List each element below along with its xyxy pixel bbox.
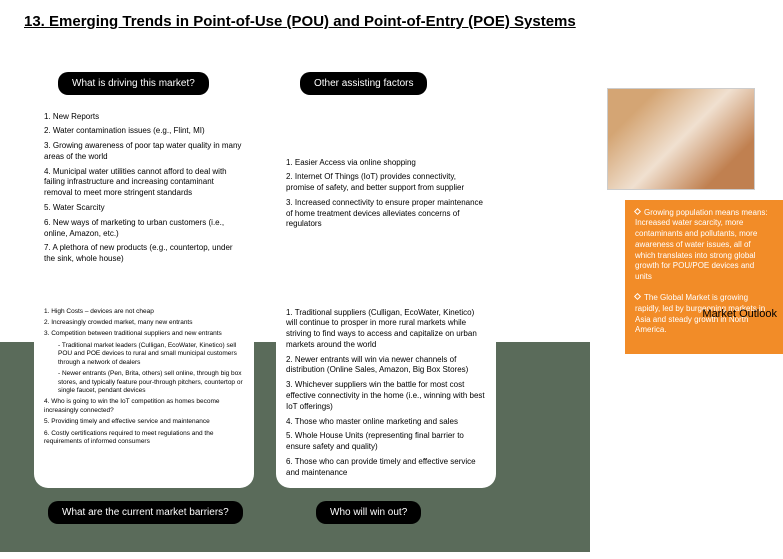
tab-winout: Who will win out?	[316, 501, 421, 524]
barriers-item: - Newer entrants (Pen, Brita, others) se…	[58, 370, 244, 395]
sidebar-item: Growing population means means: Increase…	[635, 208, 773, 284]
winout-item: 1. Traditional suppliers (Culligan, EcoW…	[286, 308, 486, 351]
barriers-item: 5. Providing timely and effective servic…	[44, 418, 244, 426]
driving-item: 7. A plethora of new products (e.g., cou…	[44, 243, 244, 265]
winout-item: 2. Newer entrants will win via newer cha…	[286, 355, 486, 377]
winout-item: 6. Those who can provide timely and effe…	[286, 457, 486, 479]
barriers-item: 4. Who is going to win the IoT competiti…	[44, 398, 244, 415]
winout-box: 1. Traditional suppliers (Culligan, EcoW…	[276, 298, 496, 488]
market-outlook-label: Market Outlook	[702, 308, 777, 320]
assisting-item: 3. Increased connectivity to ensure prop…	[286, 198, 486, 230]
barriers-box: 1. High Costs – devices are not cheap 2.…	[34, 298, 254, 488]
cat-image	[607, 88, 755, 190]
sidebar-text: Growing population means means: Increase…	[635, 208, 768, 282]
driving-item: 5. Water Scarcity	[44, 203, 244, 214]
barriers-item: 2. Increasingly crowded market, many new…	[44, 319, 244, 327]
driving-item: 2. Water contamination issues (e.g., Fli…	[44, 126, 244, 137]
barriers-item: 1. High Costs – devices are not cheap	[44, 308, 244, 316]
assisting-box: 1. Easier Access via online shopping 2. …	[276, 102, 496, 288]
tab-assisting: Other assisting factors	[300, 72, 427, 95]
driving-item: 6. New ways of marketing to urban custom…	[44, 218, 244, 240]
diamond-icon	[634, 207, 641, 214]
winout-item: 4. Those who master online marketing and…	[286, 417, 486, 428]
tab-barriers: What are the current market barriers?	[48, 501, 243, 524]
driving-box: 1. New Reports 2. Water contamination is…	[34, 102, 254, 288]
tab-driving: What is driving this market?	[58, 72, 209, 95]
barriers-item: 6. Costly certifications required to mee…	[44, 430, 244, 447]
winout-item: 5. Whole House Units (representing final…	[286, 431, 486, 453]
assisting-item: 2. Internet Of Things (IoT) provides con…	[286, 172, 486, 194]
barriers-item: - Traditional market leaders (Culligan, …	[58, 342, 244, 367]
market-outlook-sidebar: Growing population means means: Increase…	[625, 200, 783, 355]
assisting-item: 1. Easier Access via online shopping	[286, 158, 486, 169]
diamond-icon	[634, 293, 641, 300]
page-title: 13. Emerging Trends in Point-of-Use (POU…	[0, 0, 783, 42]
driving-item: 1. New Reports	[44, 112, 244, 123]
content-area: What is driving this market? Other assis…	[0, 42, 783, 541]
driving-item: 3. Growing awareness of poor tap water q…	[44, 141, 244, 163]
driving-item: 4. Municipal water utilities cannot affo…	[44, 167, 244, 199]
winout-item: 3. Whichever suppliers win the battle fo…	[286, 380, 486, 412]
barriers-item: 3. Competition between traditional suppl…	[44, 330, 244, 338]
